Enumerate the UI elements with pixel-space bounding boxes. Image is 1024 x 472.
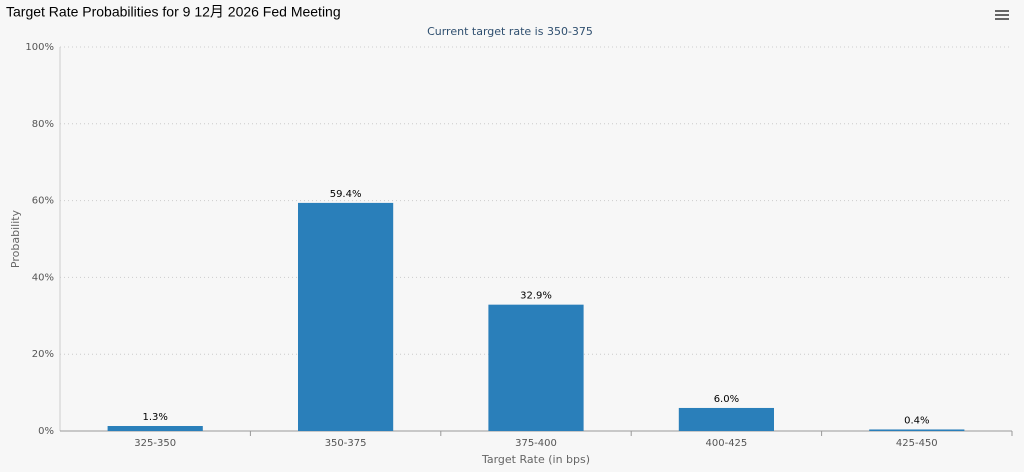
data-label: 1.3% — [142, 412, 167, 423]
menu-bar — [995, 10, 1009, 12]
data-label: 6.0% — [714, 394, 739, 405]
chart-title: Target Rate Probabilities for 9 12月 2026… — [6, 4, 341, 20]
bar — [869, 429, 965, 431]
x-tick-label: 375-400 — [515, 438, 557, 449]
x-tick-label: 350-375 — [325, 438, 367, 449]
menu-button[interactable] — [995, 10, 1009, 20]
bar — [107, 426, 203, 431]
menu-bar — [995, 18, 1009, 20]
y-tick-label: 20% — [32, 349, 54, 360]
y-tick-label: 100% — [25, 42, 54, 53]
y-tick-label: 80% — [32, 119, 54, 130]
y-axis-title: Probability — [9, 209, 22, 268]
x-tick-label: 425-450 — [896, 438, 938, 449]
bar — [298, 202, 394, 431]
data-label: 32.9% — [520, 291, 552, 302]
data-label: 59.4% — [330, 189, 362, 200]
x-tick-label: 400-425 — [706, 438, 748, 449]
bar — [488, 304, 584, 431]
x-tick-label: 325-350 — [134, 438, 176, 449]
x-axis-title: Target Rate (in bps) — [481, 453, 590, 466]
data-label: 0.4% — [904, 415, 929, 426]
y-tick-label: 60% — [32, 196, 54, 207]
bar — [678, 407, 774, 431]
menu-bar — [995, 14, 1009, 16]
y-tick-label: 40% — [32, 272, 54, 283]
y-tick-label: 0% — [38, 426, 54, 437]
chart-subtitle: Current target rate is 350-375 — [427, 25, 593, 38]
